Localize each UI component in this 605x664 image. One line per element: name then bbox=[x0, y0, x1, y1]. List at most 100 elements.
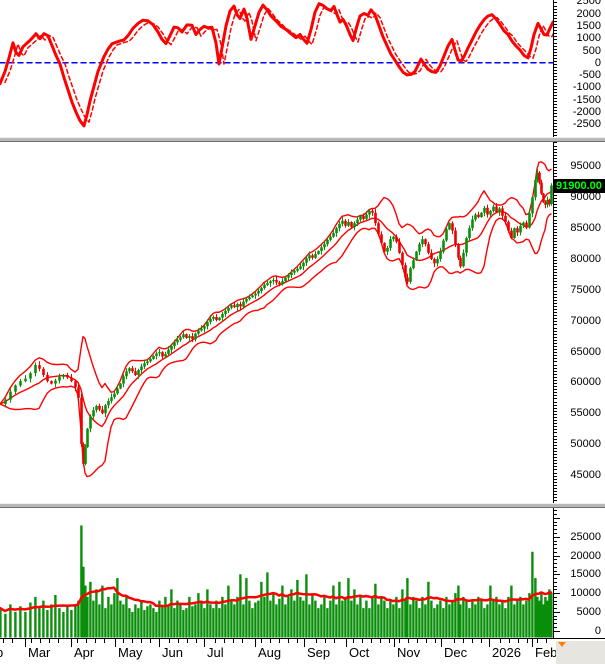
x-tick bbox=[196, 639, 198, 643]
last-price-tag: 91900.00 bbox=[554, 179, 605, 193]
y-tick bbox=[554, 404, 557, 406]
x-tick bbox=[499, 639, 501, 643]
y-tick bbox=[554, 128, 557, 130]
volume-chart-svg[interactable] bbox=[0, 508, 553, 638]
x-tick bbox=[426, 639, 428, 643]
y-axis-label: 20000 bbox=[570, 549, 601, 562]
x-tick bbox=[76, 639, 78, 643]
y-tick bbox=[554, 611, 560, 613]
x-tick bbox=[242, 639, 244, 643]
panel-splitter-top[interactable] bbox=[0, 137, 605, 142]
y-tick bbox=[554, 364, 557, 366]
y-tick bbox=[554, 438, 557, 440]
y-tick bbox=[554, 466, 557, 468]
momentum-panel[interactable] bbox=[0, 0, 553, 137]
y-tick bbox=[554, 435, 557, 437]
y-tick bbox=[554, 284, 557, 286]
y-tick bbox=[554, 596, 557, 598]
y-axis-label: 15000 bbox=[570, 568, 601, 581]
y-tick bbox=[554, 79, 557, 81]
price-panel[interactable] bbox=[0, 142, 553, 503]
y-tick bbox=[554, 413, 557, 415]
volume-panel[interactable] bbox=[0, 508, 553, 638]
x-tick bbox=[30, 639, 32, 643]
y-tick bbox=[554, 272, 557, 273]
y-tick bbox=[554, 423, 557, 425]
time-axis: b Mar Apr May Jun Jul Aug Sep Oct Nov Dec 2026 Feb bbox=[0, 638, 605, 664]
momentum-y-axis: 2500 2000 1500 1000 500 0 -500 -1000 -1500 -2000-… bbox=[553, 0, 605, 137]
y-axis-label: 1000 bbox=[576, 32, 601, 45]
y-tick bbox=[554, 247, 557, 249]
y-tick bbox=[554, 544, 557, 546]
x-tick bbox=[58, 639, 60, 643]
y-tick bbox=[554, 61, 557, 62]
y-axis-label: -2000 bbox=[572, 106, 601, 119]
y-axis-label: 25000 bbox=[570, 530, 601, 543]
y-tick bbox=[554, 566, 557, 568]
y-tick bbox=[554, 228, 557, 230]
month-label: 2026 bbox=[492, 645, 521, 660]
y-axis-label: 95000 bbox=[570, 160, 601, 173]
y-tick bbox=[554, 349, 557, 351]
x-tick bbox=[104, 639, 106, 643]
y-tick bbox=[554, 253, 557, 255]
x-tick bbox=[223, 639, 225, 643]
month-tick bbox=[159, 639, 160, 647]
y-tick bbox=[554, 145, 557, 147]
y-tick bbox=[554, 559, 557, 561]
y-tick bbox=[554, 494, 557, 496]
y-tick bbox=[554, 210, 557, 212]
y-tick bbox=[554, 241, 557, 243]
y-tick bbox=[554, 116, 557, 118]
y-tick bbox=[554, 302, 557, 304]
panel-splitter-bottom[interactable] bbox=[0, 503, 605, 508]
y-tick bbox=[554, 379, 557, 381]
month-tick bbox=[115, 639, 116, 647]
y-tick bbox=[554, 386, 557, 388]
y-tick bbox=[554, 299, 557, 301]
y-tick bbox=[554, 472, 557, 474]
y-tick bbox=[554, 581, 557, 583]
y-tick bbox=[554, 91, 557, 93]
y-tick bbox=[554, 45, 557, 47]
y-axis-label: 80000 bbox=[570, 253, 601, 265]
y-axis-label: 1500 bbox=[576, 19, 601, 32]
y-tick bbox=[554, 463, 557, 465]
y-tick bbox=[554, 170, 557, 172]
y-axis-label: 2000 bbox=[576, 7, 601, 20]
y-tick bbox=[554, 57, 557, 59]
month-label: Nov bbox=[397, 645, 421, 660]
month-label: May bbox=[118, 645, 143, 660]
x-tick bbox=[214, 639, 216, 643]
x-tick bbox=[371, 639, 372, 643]
y-tick bbox=[554, 73, 557, 75]
candlestick-chart-svg[interactable] bbox=[0, 142, 553, 503]
y-tick bbox=[554, 216, 557, 218]
y-tick bbox=[554, 389, 557, 391]
momentum-chart-svg[interactable] bbox=[0, 0, 553, 137]
y-axis-label: 0 bbox=[594, 56, 601, 69]
y-tick bbox=[554, 491, 557, 492]
y-axis-label: 90000 bbox=[570, 191, 601, 204]
month-tick bbox=[532, 639, 533, 647]
y-tick bbox=[554, 119, 557, 121]
y-tick bbox=[554, 532, 557, 534]
x-tick bbox=[407, 639, 409, 643]
y-tick bbox=[554, 321, 557, 323]
y-axis-label: 10000 bbox=[570, 587, 601, 600]
x-tick bbox=[315, 639, 317, 643]
y-axis-label: 45000 bbox=[570, 468, 601, 481]
x-tick bbox=[122, 639, 124, 643]
y-tick bbox=[554, 484, 557, 486]
x-tick bbox=[3, 639, 4, 643]
volume-zero-label: 0 bbox=[594, 624, 601, 637]
y-tick bbox=[554, 615, 557, 617]
y-axis-label: -500 bbox=[578, 69, 601, 82]
y-tick bbox=[554, 101, 557, 102]
y-tick bbox=[554, 262, 557, 264]
y-tick bbox=[554, 346, 557, 347]
x-tick bbox=[168, 639, 170, 643]
y-tick bbox=[554, 454, 557, 455]
y-tick bbox=[554, 8, 557, 10]
y-tick bbox=[554, 234, 557, 236]
